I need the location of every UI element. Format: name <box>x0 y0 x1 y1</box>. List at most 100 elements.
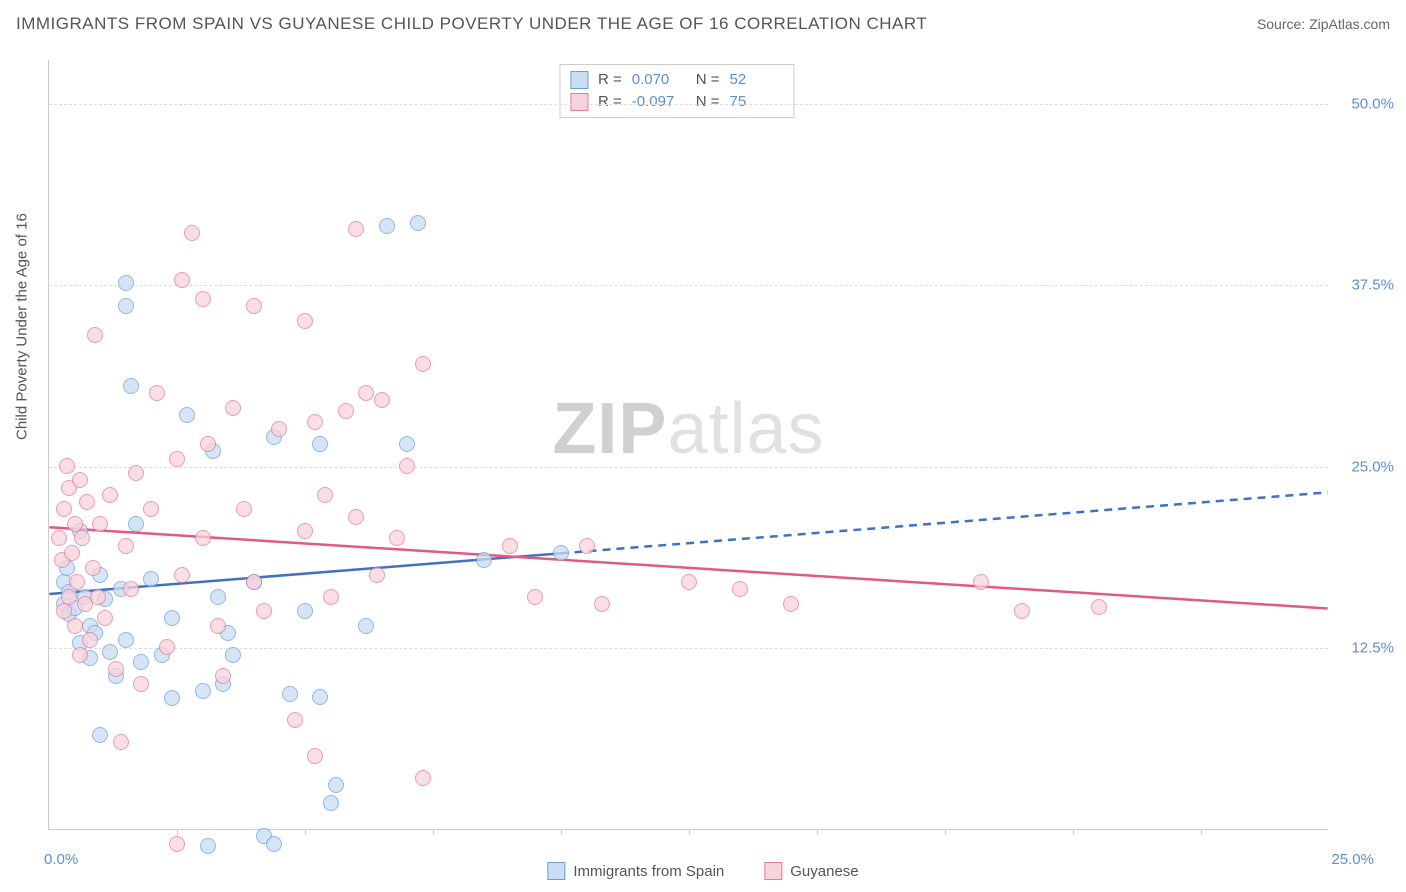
y-axis-label: Child Poverty Under the Age of 16 <box>14 213 31 440</box>
data-point-guyanese <box>579 538 595 554</box>
x-tick <box>945 829 946 835</box>
data-point-guyanese <box>973 574 989 590</box>
y-tick-label: 37.5% <box>1351 277 1394 294</box>
data-point-guyanese <box>681 574 697 590</box>
r-value-guyanese: -0.097 <box>632 91 686 113</box>
data-point-spain <box>164 610 180 626</box>
data-point-spain <box>410 215 426 231</box>
data-point-spain <box>200 838 216 854</box>
data-point-guyanese <box>56 603 72 619</box>
data-point-spain <box>164 690 180 706</box>
data-point-spain <box>92 727 108 743</box>
data-point-spain <box>323 795 339 811</box>
legend-row-guyanese: R = -0.097 N = 75 <box>570 91 784 113</box>
data-point-guyanese <box>502 538 518 554</box>
x-tick <box>689 829 690 835</box>
data-point-guyanese <box>64 545 80 561</box>
data-point-guyanese <box>102 487 118 503</box>
series-legend: Immigrants from Spain Guyanese <box>547 862 858 880</box>
data-point-guyanese <box>323 589 339 605</box>
data-point-guyanese <box>79 494 95 510</box>
data-point-guyanese <box>358 385 374 401</box>
data-point-guyanese <box>195 291 211 307</box>
x-axis-end-label: 25.0% <box>1331 851 1374 868</box>
source-attribution: Source: ZipAtlas.com <box>1257 16 1390 32</box>
data-point-guyanese <box>87 327 103 343</box>
data-point-guyanese <box>225 400 241 416</box>
n-label: N = <box>696 69 720 91</box>
scatter-plot: ZIPatlas R = 0.070 N = 52 R = -0.097 N =… <box>48 60 1328 830</box>
data-point-guyanese <box>184 225 200 241</box>
data-point-spain <box>266 836 282 852</box>
data-point-guyanese <box>149 385 165 401</box>
data-point-guyanese <box>92 516 108 532</box>
trendline-spain-dashed <box>561 492 1328 553</box>
data-point-guyanese <box>61 589 77 605</box>
data-point-guyanese <box>200 436 216 452</box>
data-point-spain <box>358 618 374 634</box>
data-point-spain <box>210 589 226 605</box>
chart-title: IMMIGRANTS FROM SPAIN VS GUYANESE CHILD … <box>16 14 927 34</box>
data-point-guyanese <box>415 356 431 372</box>
x-tick <box>817 829 818 835</box>
data-point-spain <box>312 436 328 452</box>
data-point-guyanese <box>85 560 101 576</box>
data-point-guyanese <box>97 610 113 626</box>
data-point-guyanese <box>169 836 185 852</box>
trendline-guyanese <box>49 527 1327 608</box>
data-point-guyanese <box>195 530 211 546</box>
gridline <box>49 648 1328 649</box>
data-point-guyanese <box>56 501 72 517</box>
x-tick <box>1073 829 1074 835</box>
data-point-guyanese <box>108 661 124 677</box>
data-point-spain <box>179 407 195 423</box>
data-point-guyanese <box>72 647 88 663</box>
data-point-guyanese <box>317 487 333 503</box>
data-point-spain <box>282 686 298 702</box>
data-point-guyanese <box>90 589 106 605</box>
data-point-guyanese <box>210 618 226 634</box>
data-point-spain <box>553 545 569 561</box>
legend-item-spain: Immigrants from Spain <box>547 862 724 880</box>
data-point-spain <box>118 298 134 314</box>
data-point-guyanese <box>123 581 139 597</box>
x-tick <box>433 829 434 835</box>
gridline <box>49 285 1328 286</box>
data-point-guyanese <box>67 618 83 634</box>
swatch-spain <box>547 862 565 880</box>
data-point-guyanese <box>297 313 313 329</box>
correlation-legend: R = 0.070 N = 52 R = -0.097 N = 75 <box>559 64 795 118</box>
data-point-guyanese <box>369 567 385 583</box>
data-point-guyanese <box>133 676 149 692</box>
legend-row-spain: R = 0.070 N = 52 <box>570 69 784 91</box>
data-point-spain <box>297 603 313 619</box>
data-point-spain <box>123 378 139 394</box>
data-point-guyanese <box>527 589 543 605</box>
data-point-guyanese <box>415 770 431 786</box>
data-point-guyanese <box>246 574 262 590</box>
data-point-guyanese <box>143 501 159 517</box>
swatch-guyanese <box>764 862 782 880</box>
data-point-guyanese <box>59 458 75 474</box>
swatch-spain <box>570 71 588 89</box>
data-point-guyanese <box>159 639 175 655</box>
data-point-guyanese <box>246 298 262 314</box>
y-tick-label: 25.0% <box>1351 458 1394 475</box>
data-point-guyanese <box>82 632 98 648</box>
x-tick <box>305 829 306 835</box>
data-point-guyanese <box>374 392 390 408</box>
n-value-spain: 52 <box>729 69 783 91</box>
data-point-guyanese <box>307 748 323 764</box>
data-point-guyanese <box>287 712 303 728</box>
source-name: ZipAtlas.com <box>1309 16 1390 32</box>
data-point-spain <box>476 552 492 568</box>
n-value-guyanese: 75 <box>729 91 783 113</box>
data-point-guyanese <box>594 596 610 612</box>
data-point-spain <box>328 777 344 793</box>
data-point-guyanese <box>256 603 272 619</box>
data-point-guyanese <box>348 509 364 525</box>
r-label: R = <box>598 69 622 91</box>
data-point-spain <box>379 218 395 234</box>
data-point-guyanese <box>169 451 185 467</box>
data-point-guyanese <box>118 538 134 554</box>
